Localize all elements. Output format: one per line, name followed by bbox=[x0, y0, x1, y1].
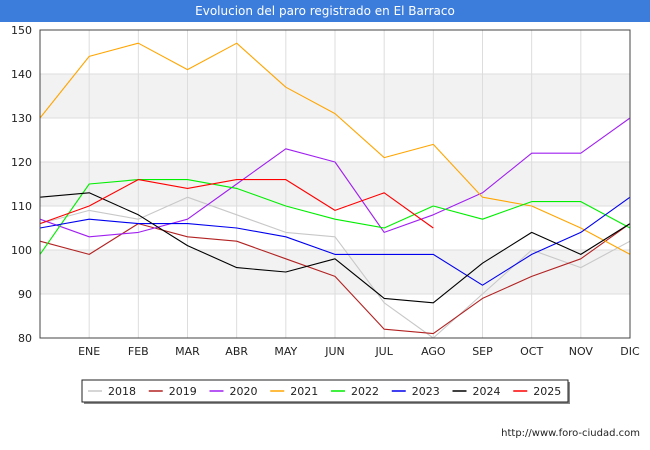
x-tick-label: FEB bbox=[128, 345, 149, 358]
series-line-2024 bbox=[39, 192, 631, 304]
legend-label-2024: 2024 bbox=[473, 385, 501, 398]
y-tick-label: 90 bbox=[18, 288, 32, 301]
legend-label-2021: 2021 bbox=[290, 385, 318, 398]
x-tick-label: ABR bbox=[225, 345, 248, 358]
x-tick-label: DIC bbox=[620, 345, 640, 358]
plot-frame bbox=[39, 29, 631, 339]
y-tick-label: 150 bbox=[11, 24, 32, 37]
x-tick-label: ENE bbox=[78, 345, 100, 358]
series-line-2020 bbox=[39, 117, 631, 238]
source-credit: http://www.foro-ciudad.com bbox=[501, 428, 640, 439]
x-tick-label: NOV bbox=[569, 345, 594, 358]
legend-box bbox=[81, 379, 569, 403]
x-tick-label: SEP bbox=[472, 345, 493, 358]
y-tick-label: 80 bbox=[18, 332, 32, 345]
legend-label-2022: 2022 bbox=[351, 385, 379, 398]
x-tick-label: JUL bbox=[374, 345, 393, 358]
y-tick-label: 140 bbox=[11, 68, 32, 81]
y-tick-label: 100 bbox=[11, 244, 32, 257]
chart-title: Evolucion del paro registrado en El Barr… bbox=[0, 0, 650, 22]
legend-label-2019: 2019 bbox=[169, 385, 197, 398]
y-tick-label: 110 bbox=[11, 200, 32, 213]
legend: 2018 2019 2020 2021 2022 2023 2024 2025 bbox=[81, 379, 570, 404]
y-tick-label: 130 bbox=[11, 112, 32, 125]
series-line-2023 bbox=[39, 196, 631, 286]
legend-label-2020: 2020 bbox=[230, 385, 258, 398]
x-tick-label: OCT bbox=[520, 345, 543, 358]
y-tick-label: 120 bbox=[11, 156, 32, 169]
x-tick-label: AGO bbox=[421, 345, 446, 358]
x-tick-label: MAY bbox=[274, 345, 297, 358]
x-axis-tick-labels: ENE FEB MAR ABR MAY JUN JUL AGO SEP OCT NOV DIC bbox=[78, 345, 640, 358]
y-axis-tick-labels: 80 90 100 110 120 130 140 150 bbox=[11, 24, 32, 345]
series-line-2021 bbox=[39, 42, 631, 255]
x-tick-label: MAR bbox=[175, 345, 200, 358]
series-lines bbox=[39, 42, 631, 339]
x-tick-label: JUN bbox=[324, 345, 345, 358]
series-line-2018 bbox=[39, 196, 631, 339]
legend-label-2023: 2023 bbox=[412, 385, 440, 398]
series-line-2025 bbox=[39, 179, 434, 229]
legend-label-2025: 2025 bbox=[533, 385, 561, 398]
legend-label-2018: 2018 bbox=[108, 385, 136, 398]
